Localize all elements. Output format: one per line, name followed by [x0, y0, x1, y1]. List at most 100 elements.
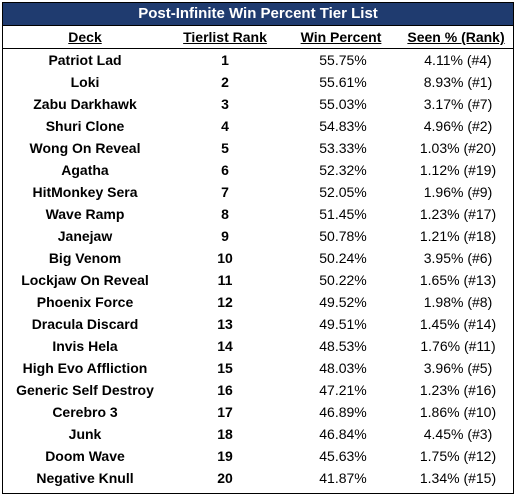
- deck-name-cell: Loki: [70, 74, 100, 90]
- win-percent-cell: 55.75%: [319, 52, 367, 68]
- tier-rank-cell: 15: [217, 360, 233, 376]
- seen-percent-cell: 3.17% (#7): [423, 96, 493, 112]
- deck-name-cell: Junk: [68, 426, 102, 442]
- tier-list-title: Post-Infinite Win Percent Tier List: [3, 3, 513, 26]
- seen-percent-cell: 3.96% (#5): [423, 360, 493, 376]
- table-row: Lockjaw On Reveal 11 50.22% 1.65% (#13): [3, 269, 513, 291]
- tier-list-table: Deck Tierlist Rank Win Percent Seen % (R…: [3, 26, 513, 489]
- deck-name-cell: Lockjaw On Reveal: [21, 272, 149, 288]
- win-percent-cell: 45.63%: [319, 448, 367, 464]
- header-row: Deck Tierlist Rank Win Percent Seen % (R…: [3, 26, 513, 49]
- table-row: Zabu Darkhawk 3 55.03% 3.17% (#7): [3, 93, 513, 115]
- deck-name-cell: Wave Ramp: [45, 206, 125, 222]
- deck-name-cell: Agatha: [61, 162, 109, 178]
- tier-rank-cell: 11: [217, 272, 233, 288]
- table-row: Doom Wave 19 45.63% 1.75% (#12): [3, 445, 513, 467]
- seen-percent-cell: 4.11% (#4): [424, 52, 492, 68]
- win-percent-cell: 49.51%: [319, 316, 367, 332]
- table-row: Dracula Discard 13 49.51% 1.45% (#14): [3, 313, 513, 335]
- seen-percent-cell: 3.95% (#6): [423, 250, 493, 266]
- tier-rank-cell: 10: [217, 250, 233, 266]
- win-percent-cell: 51.45%: [319, 206, 367, 222]
- win-percent-cell: 46.84%: [319, 426, 367, 442]
- seen-percent-cell: 1.76% (#11): [420, 338, 496, 354]
- column-header-seen-percent: Seen % (Rank): [399, 26, 513, 49]
- tier-rank-cell: 7: [221, 184, 229, 200]
- column-header-rank: Tierlist Rank: [167, 26, 283, 49]
- table-row: High Evo Affliction 15 48.03% 3.96% (#5): [3, 357, 513, 379]
- tier-rank-cell: 20: [217, 470, 233, 486]
- column-header-win-percent: Win Percent: [283, 26, 399, 49]
- tier-rank-cell: 3: [221, 96, 229, 112]
- tier-rank-cell: 2: [221, 74, 229, 90]
- table-row: Phoenix Force 12 49.52% 1.98% (#8): [3, 291, 513, 313]
- tier-rank-cell: 5: [221, 140, 229, 156]
- deck-name-cell: Invis Hela: [52, 338, 118, 354]
- win-percent-cell: 49.52%: [319, 294, 367, 310]
- win-percent-cell: 46.89%: [319, 404, 367, 420]
- column-header-deck: Deck: [3, 26, 167, 49]
- tier-list-sheet: Post-Infinite Win Percent Tier List Deck…: [2, 2, 514, 494]
- seen-percent-cell: 1.45% (#14): [419, 316, 497, 332]
- table-row: Wong On Reveal 5 53.33% 1.03% (#20): [3, 137, 513, 159]
- win-percent-cell: 55.61%: [319, 74, 367, 90]
- seen-percent-cell: 4.96% (#2): [423, 118, 493, 134]
- tier-list-body: Patriot Lad 1 55.75% 4.11% (#4) Loki 2 55.61% 8…: [3, 49, 513, 490]
- tier-rank-cell: 16: [217, 382, 233, 398]
- seen-percent-cell: 1.21% (#18): [419, 228, 497, 244]
- tier-rank-cell: 8: [221, 206, 229, 222]
- deck-name-cell: Wong On Reveal: [29, 140, 141, 156]
- tier-rank-cell: 6: [221, 162, 229, 178]
- win-percent-cell: 41.87%: [319, 470, 367, 486]
- tier-rank-cell: 17: [217, 404, 233, 420]
- deck-name-cell: Patriot Lad: [48, 52, 122, 68]
- deck-name-cell: Dracula Discard: [31, 316, 139, 332]
- seen-percent-cell: 1.23% (#16): [419, 382, 497, 398]
- table-row: Patriot Lad 1 55.75% 4.11% (#4): [3, 49, 513, 72]
- tier-rank-cell: 13: [217, 316, 233, 332]
- table-row: Junk 18 46.84% 4.45% (#3): [3, 423, 513, 445]
- table-row: Agatha 6 52.32% 1.12% (#19): [3, 159, 513, 181]
- table-row: Generic Self Destroy 16 47.21% 1.23% (#16): [3, 379, 513, 401]
- seen-percent-cell: 1.03% (#20): [419, 140, 497, 156]
- tier-rank-cell: 12: [217, 294, 233, 310]
- win-percent-cell: 47.21%: [319, 382, 367, 398]
- table-row: Invis Hela 14 48.53% 1.76% (#11): [3, 335, 513, 357]
- table-row: Janejaw 9 50.78% 1.21% (#18): [3, 225, 513, 247]
- table-row: HitMonkey Sera 7 52.05% 1.96% (#9): [3, 181, 513, 203]
- deck-name-cell: Doom Wave: [45, 448, 125, 464]
- table-row: Shuri Clone 4 54.83% 4.96% (#2): [3, 115, 513, 137]
- win-percent-cell: 52.05%: [319, 184, 367, 200]
- tier-rank-cell: 9: [221, 228, 229, 244]
- win-percent-cell: 50.22%: [319, 272, 367, 288]
- win-percent-cell: 50.78%: [319, 228, 367, 244]
- win-percent-cell: 48.53%: [319, 338, 367, 354]
- deck-name-cell: High Evo Affliction: [22, 360, 148, 376]
- win-percent-cell: 50.24%: [319, 250, 367, 266]
- seen-percent-cell: 1.12% (#19): [419, 162, 497, 178]
- tier-rank-cell: 14: [217, 338, 233, 354]
- tier-rank-cell: 1: [221, 52, 229, 68]
- table-row: Wave Ramp 8 51.45% 1.23% (#17): [3, 203, 513, 225]
- deck-name-cell: Generic Self Destroy: [16, 382, 154, 398]
- table-row: Big Venom 10 50.24% 3.95% (#6): [3, 247, 513, 269]
- deck-name-cell: Shuri Clone: [45, 118, 125, 134]
- deck-name-cell: Phoenix Force: [36, 294, 134, 310]
- seen-percent-cell: 1.86% (#10): [419, 404, 497, 420]
- seen-percent-cell: 1.75% (#12): [419, 448, 497, 464]
- deck-name-cell: Big Venom: [48, 250, 122, 266]
- deck-name-cell: Janejaw: [57, 228, 113, 244]
- deck-name-cell: Cerebro 3: [52, 404, 118, 420]
- win-percent-cell: 53.33%: [319, 140, 367, 156]
- tier-rank-cell: 4: [221, 118, 229, 134]
- tier-rank-cell: 18: [217, 426, 233, 442]
- deck-name-cell: Zabu Darkhawk: [33, 96, 137, 112]
- table-row: Negative Knull 20 41.87% 1.34% (#15): [3, 467, 513, 489]
- seen-percent-cell: 8.93% (#1): [423, 74, 493, 90]
- seen-percent-cell: 1.65% (#13): [419, 272, 497, 288]
- seen-percent-cell: 1.34% (#15): [419, 470, 497, 486]
- win-percent-cell: 55.03%: [319, 96, 367, 112]
- seen-percent-cell: 4.45% (#3): [423, 426, 493, 442]
- deck-name-cell: HitMonkey Sera: [32, 184, 138, 200]
- seen-percent-cell: 1.96% (#9): [423, 184, 493, 200]
